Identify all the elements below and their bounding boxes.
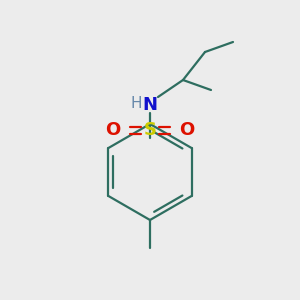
Text: O: O: [179, 121, 195, 139]
Text: S: S: [143, 121, 157, 139]
Text: H: H: [130, 95, 142, 110]
Text: N: N: [142, 96, 158, 114]
Text: O: O: [105, 121, 121, 139]
